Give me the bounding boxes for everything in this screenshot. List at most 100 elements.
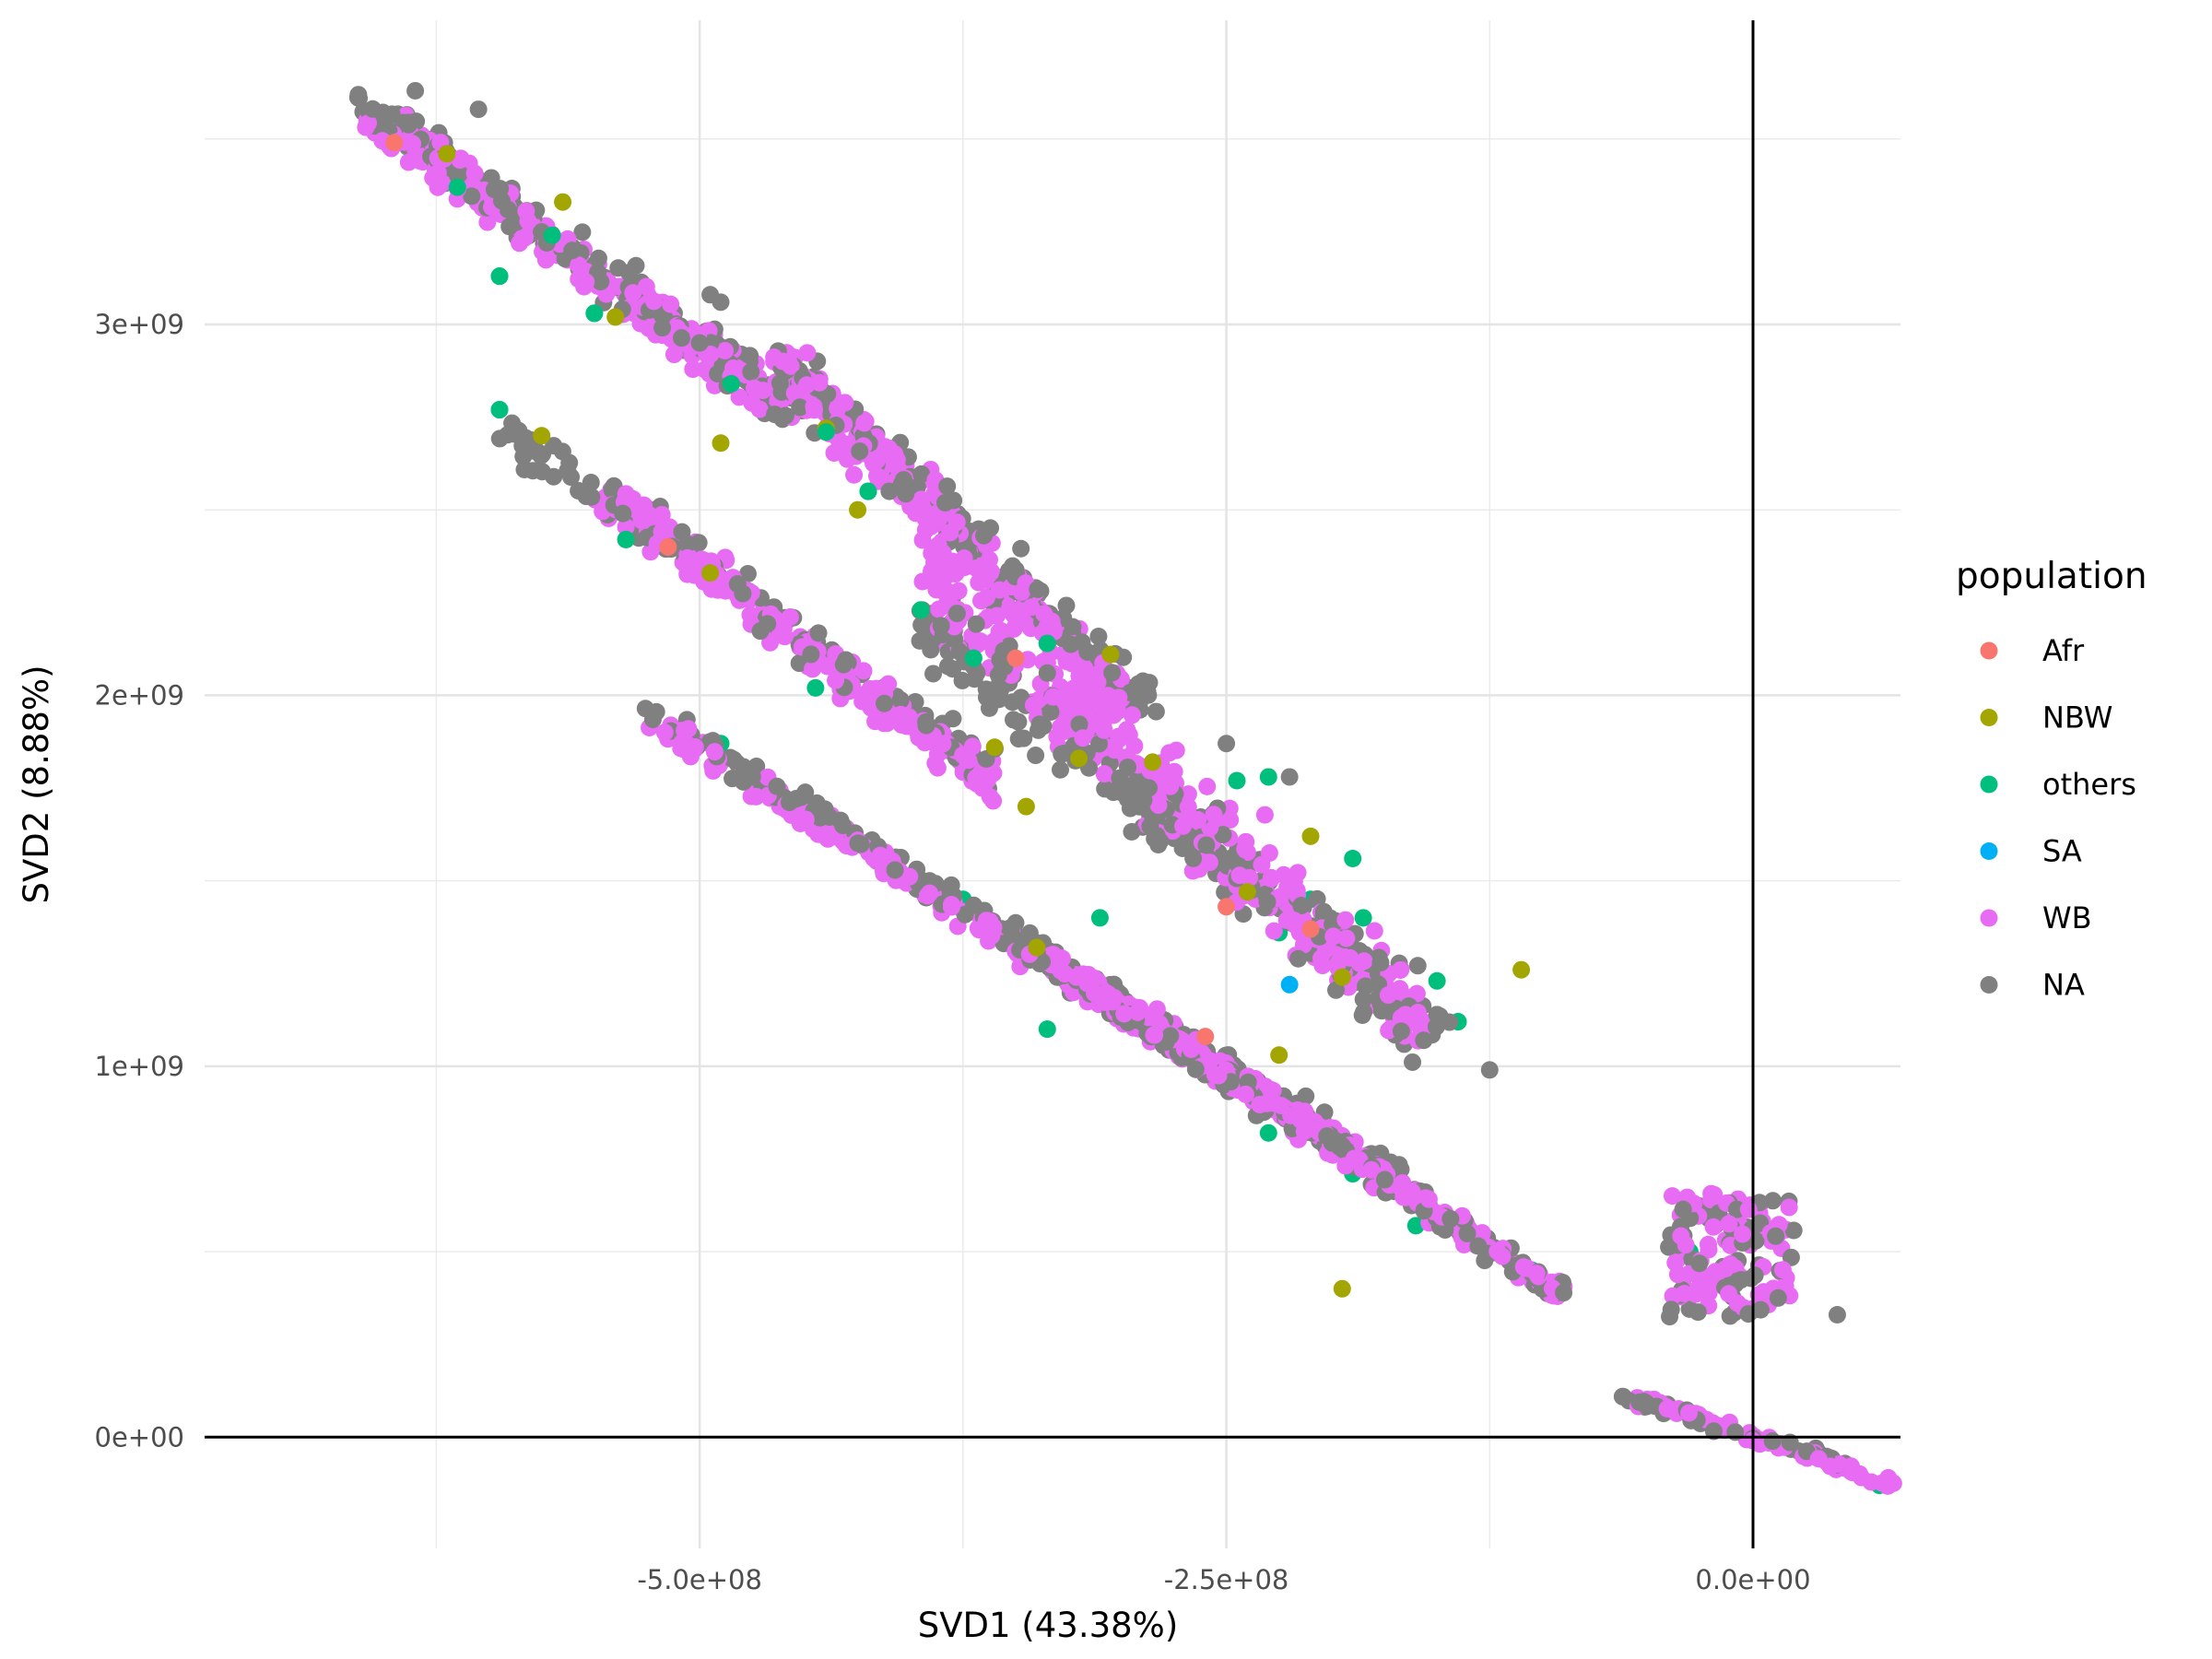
series-wb-point	[692, 550, 711, 569]
series-na-point	[809, 624, 828, 642]
series-wb-point	[1253, 855, 1271, 874]
series-wb-point	[1658, 1400, 1677, 1418]
series-wb-point	[1022, 598, 1041, 617]
series-na-point	[950, 642, 969, 661]
series-wb-point	[1123, 706, 1141, 724]
series-others-point	[543, 226, 561, 244]
series-wb-point	[990, 581, 1008, 599]
series-na-point	[924, 665, 943, 683]
series-others-point	[1259, 1124, 1277, 1142]
y-axis-tick-labels: 0e+00 1e+09 2e+09 3e+09	[95, 309, 185, 1453]
series-others-point	[1259, 768, 1277, 786]
series-wb-point	[968, 769, 986, 787]
series-wb-point	[1355, 952, 1373, 971]
series-nbw-point	[1070, 749, 1088, 768]
series-na-point	[956, 905, 974, 924]
series-others-point	[806, 678, 825, 697]
series-na-point	[592, 273, 610, 291]
series-na-point	[1314, 902, 1333, 921]
series-na-point	[701, 286, 720, 304]
series-na-point	[1408, 957, 1427, 975]
series-afr-point	[385, 134, 404, 152]
series-na-point	[1151, 832, 1170, 851]
series-na-point	[1469, 1237, 1488, 1255]
series-wb-point	[911, 503, 929, 522]
series-wb-point	[1146, 1026, 1164, 1044]
series-na-point	[796, 783, 815, 802]
legend: population Afr NBW others SA WB NA	[1956, 556, 2147, 1003]
series-na-point	[1015, 729, 1033, 747]
series-na-point	[891, 691, 910, 710]
series-na-point	[1197, 836, 1216, 854]
series-na-point	[1147, 702, 1165, 721]
series-wb-point	[1675, 1284, 1693, 1302]
series-na-point	[1030, 721, 1048, 739]
series-wb-point	[1272, 1097, 1290, 1115]
series-wb-point	[1809, 1450, 1828, 1468]
series-wb-point	[945, 618, 963, 636]
series-na-point	[1784, 1221, 1803, 1240]
series-wb-point	[716, 341, 735, 359]
series-na-point	[1089, 628, 1108, 646]
series-na-point	[1130, 797, 1148, 816]
series-na-point	[1129, 675, 1147, 693]
series-na-point	[1690, 1254, 1709, 1273]
series-na-point	[1012, 539, 1030, 558]
series-na-point	[977, 680, 995, 699]
series-wb-point	[1271, 888, 1289, 906]
series-na-point	[1186, 1060, 1205, 1078]
series-wb-point	[1048, 727, 1066, 746]
x-tick-label: -5.0e+08	[637, 1564, 762, 1595]
series-others-point	[1354, 909, 1372, 927]
series-wb-point	[1702, 1184, 1721, 1203]
series-nbw-point	[606, 308, 625, 326]
series-wb-point	[970, 573, 988, 592]
series-wb-point	[804, 660, 822, 678]
series-wb-point	[662, 295, 680, 313]
series-na-point	[938, 477, 957, 496]
series-others-point	[448, 178, 466, 196]
series-wb-point	[1780, 1198, 1798, 1217]
series-wb-point	[536, 251, 555, 269]
series-wb-point	[1295, 1123, 1313, 1141]
legend-label-wb: WB	[2042, 900, 2092, 935]
series-na-point	[1161, 1027, 1180, 1045]
legend-key-afr	[1980, 641, 1998, 660]
series-na-point	[1764, 1192, 1783, 1210]
series-na-point	[563, 241, 582, 260]
series-na-point	[791, 398, 809, 417]
series-wb-point	[1666, 1253, 1685, 1272]
legend-label-na: NA	[2042, 968, 2085, 1003]
series-wb-point	[942, 898, 960, 916]
series-wb-point	[928, 759, 947, 777]
series-wb-point	[1149, 796, 1168, 815]
series-na-point	[573, 223, 592, 241]
series-na-point	[363, 100, 382, 118]
series-wb-point	[934, 735, 952, 753]
series-wb-point	[617, 485, 635, 503]
series-nbw-point	[1101, 645, 1120, 664]
series-na-point	[894, 471, 912, 489]
series-na-point	[1119, 759, 1137, 777]
series-wb-point	[1407, 984, 1426, 1003]
series-na-point	[1458, 1224, 1477, 1242]
legend-title: population	[1956, 556, 2147, 597]
series-wb-point	[827, 671, 845, 689]
series-na-point	[772, 382, 791, 401]
series-afr-point	[1218, 898, 1236, 916]
series-wb-point	[923, 562, 941, 581]
series-others-point	[859, 482, 877, 500]
series-na-point	[1055, 744, 1074, 762]
series-wb-point	[871, 846, 889, 865]
series-wb-point	[1221, 811, 1240, 830]
series-nbw-point	[985, 738, 1004, 757]
series-wb-point	[1853, 1468, 1871, 1487]
series-na-point	[1769, 1288, 1787, 1307]
legend-label-others: others	[2042, 767, 2136, 802]
series-na-point	[849, 834, 867, 853]
series-na-point	[947, 605, 966, 623]
series-na-point	[1140, 779, 1159, 797]
series-na-point	[967, 615, 985, 633]
